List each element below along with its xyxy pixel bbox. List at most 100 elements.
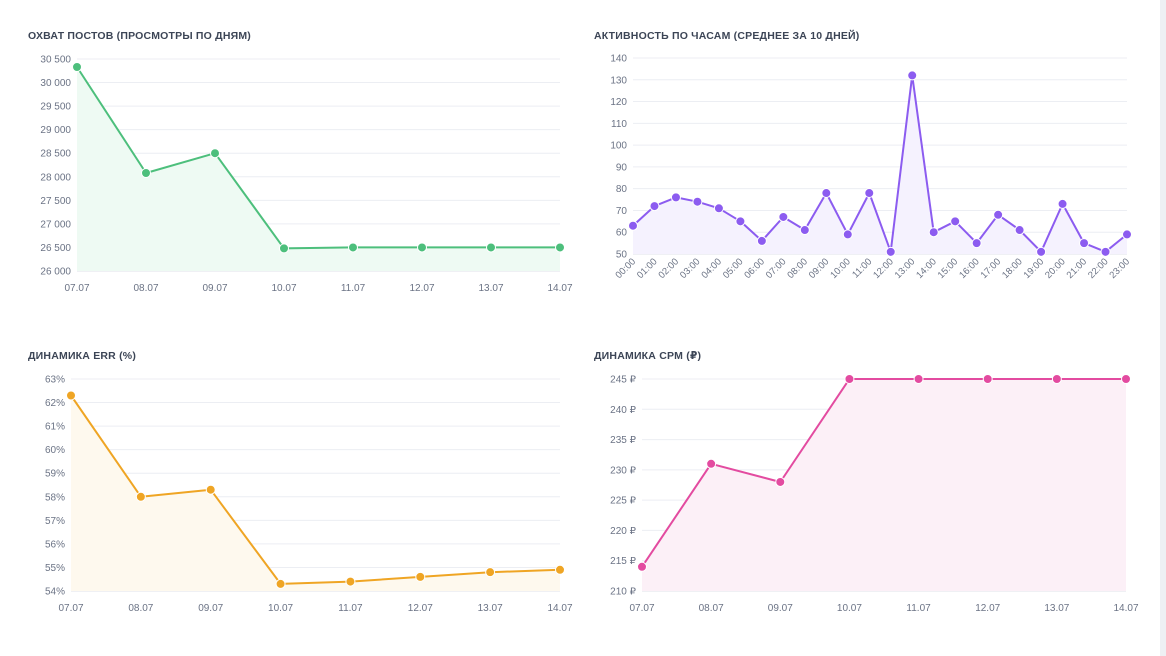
x-tick-label: 09.07: [202, 283, 227, 294]
data-point: [842, 229, 853, 240]
x-tick-label: 09.07: [198, 603, 223, 614]
x-tick-label: 10.07: [837, 603, 862, 614]
y-tick-label: 27 000: [40, 219, 71, 230]
data-point: [864, 188, 875, 199]
x-tick-label: 07.07: [64, 283, 89, 294]
x-tick-label: 08.07: [133, 283, 158, 294]
reach-chart: 26 000 26 500 27 000 27 500 28 000 28 500 29 0…: [40, 55, 573, 295]
y-tick-label: 55%: [45, 563, 65, 574]
x-tick-label: 10:00: [828, 256, 853, 281]
series-line: [70, 394, 561, 585]
data-point: [141, 168, 151, 179]
y-tick-label: 50: [616, 250, 628, 261]
data-point: [637, 561, 647, 572]
data-point: [928, 227, 939, 238]
y-tick-label: 27 500: [40, 196, 71, 207]
x-tick-label: 11.07: [906, 603, 931, 614]
err-chart-title: ДИНАМИКА ERR (%): [28, 350, 137, 362]
x-tick-label: 12.07: [975, 603, 1000, 614]
data-point: [821, 188, 832, 199]
reach-chart-title: ОХВАТ ПОСТОВ (ПРОСМОТРЫ ПО ДНЯМ): [28, 30, 252, 42]
y-tick-label: 90: [616, 162, 628, 173]
y-tick-label: 60%: [45, 445, 65, 456]
y-tick-label: 130: [610, 75, 627, 86]
y-tick-label: 220 ₽: [610, 526, 636, 537]
x-tick-label: 14.07: [547, 283, 572, 294]
x-tick-label: 11:00: [850, 256, 874, 280]
x-tick-label: 13.07: [1044, 603, 1069, 614]
cpm-chart-title: ДИНАМИКА CPM (₽): [594, 350, 702, 362]
y-tick-label: 30 500: [40, 55, 71, 66]
err-chart: 54% 55% 56% 57% 58% 59% 60% 61% 62% 63% 07.07 08.07…: [45, 375, 573, 615]
data-point: [735, 216, 746, 227]
x-tick-label: 15:00: [936, 256, 961, 281]
x-tick-label: 09:00: [807, 256, 832, 281]
data-point: [135, 491, 146, 502]
x-tick-label: 19:00: [1022, 256, 1047, 281]
x-tick-label: 13:00: [893, 256, 918, 281]
x-tick-label: 18:00: [1000, 256, 1025, 281]
y-tick-label: 61%: [45, 422, 65, 433]
data-point: [844, 374, 855, 384]
data-point: [1036, 246, 1047, 257]
y-tick-label: 100: [610, 141, 627, 152]
data-point: [205, 484, 216, 495]
data-point: [1014, 225, 1025, 236]
y-tick-label: 57%: [45, 516, 65, 527]
x-tick-label: 21:00: [1065, 256, 1090, 281]
y-tick-label: 240 ₽: [610, 405, 636, 416]
x-tick-label: 14:00: [914, 256, 939, 281]
data-point: [950, 216, 961, 227]
hourly-activity-chart-title: АКТИВНОСТЬ ПО ЧАСАМ (СРЕДНЕЕ ЗА 10 ДНЕЙ): [594, 30, 860, 42]
cpm-chart-card: ДИНАМИКА CPM (₽) 210 ₽ 215 ₽ 220 ₽ 225 ₽ 230…: [594, 350, 1144, 620]
data-point: [555, 564, 565, 575]
y-tick-label: 59%: [45, 469, 65, 480]
err-chart-card: ДИНАМИКА ERR (%) 54% 55% 56% 57% 58% 59% 60% 61…: [28, 350, 578, 620]
x-tick-label: 08:00: [785, 256, 810, 281]
x-tick-label: 01:00: [635, 256, 660, 281]
data-point: [555, 242, 565, 253]
x-tick-label: 10.07: [271, 283, 296, 294]
data-point: [417, 242, 427, 253]
series-area: [77, 67, 560, 271]
x-tick-label: 20:00: [1043, 256, 1068, 281]
data-point: [778, 211, 789, 222]
data-point: [1079, 238, 1090, 249]
y-tick-label: 70: [616, 206, 628, 217]
x-tick-label: 10.07: [268, 603, 293, 614]
y-tick-label: 29 500: [40, 102, 71, 113]
y-tick-label: 26 500: [40, 243, 71, 254]
y-tick-label: 140: [610, 54, 627, 65]
data-point: [913, 374, 924, 384]
x-tick-label: 22:00: [1086, 256, 1111, 281]
x-tick-label: 05:00: [721, 256, 746, 281]
data-point: [279, 243, 289, 254]
data-point: [993, 209, 1004, 220]
data-point: [1057, 198, 1068, 209]
y-tick-label: 120: [610, 97, 627, 108]
data-point: [628, 220, 638, 231]
page-scrollbar[interactable]: [1160, 0, 1166, 656]
y-tick-label: 63%: [45, 375, 65, 386]
data-point: [1122, 229, 1132, 240]
series-area: [642, 379, 1126, 591]
data-point: [670, 192, 681, 203]
x-tick-label: 11.07: [341, 283, 366, 294]
data-point: [345, 576, 356, 587]
y-tick-label: 60: [616, 228, 628, 239]
data-point: [971, 238, 982, 249]
y-tick-label: 62%: [45, 398, 65, 409]
data-point: [348, 242, 358, 253]
data-point: [415, 571, 426, 582]
y-tick-label: 28 000: [40, 172, 71, 183]
data-point: [649, 201, 660, 212]
data-point: [775, 476, 786, 487]
hourly-activity-chart: 506070809010011012013014000:0001:0002:00…: [610, 54, 1132, 281]
data-point: [706, 458, 717, 469]
series-area: [633, 75, 1127, 255]
data-point: [692, 196, 703, 207]
x-tick-label: 06:00: [742, 256, 767, 281]
x-tick-label: 09.07: [768, 603, 793, 614]
data-point: [210, 148, 220, 159]
